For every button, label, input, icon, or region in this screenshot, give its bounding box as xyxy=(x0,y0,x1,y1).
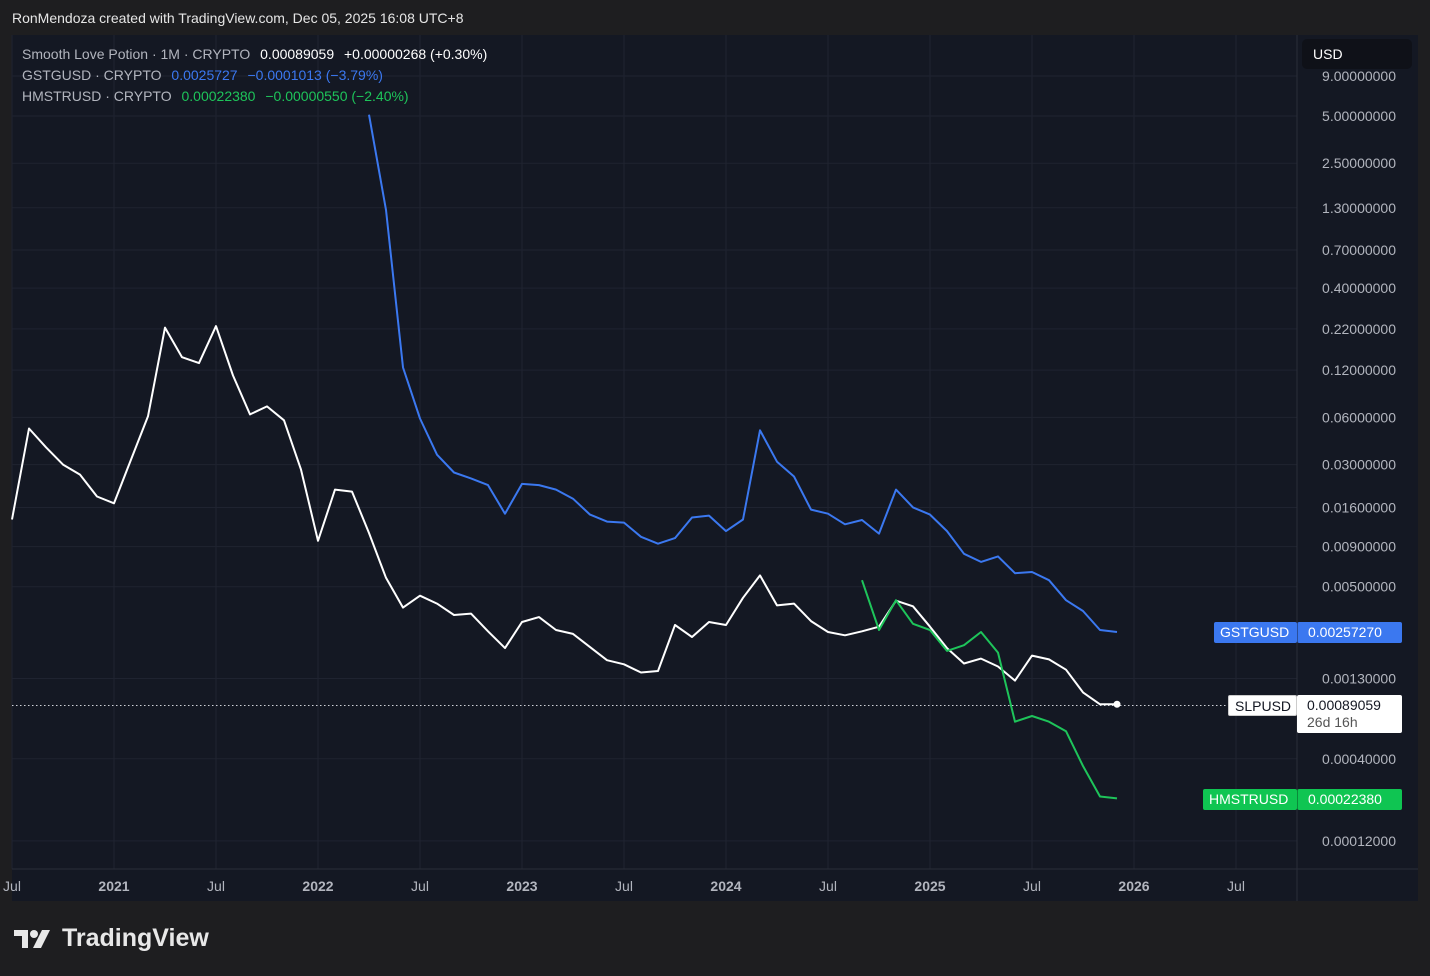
hmstr-price-badge: 0.00022380 xyxy=(1297,789,1402,810)
x-tick-label: 2024 xyxy=(710,878,741,894)
legend-change: −0.0001013 (−3.79%) xyxy=(247,67,383,83)
y-tick-label: 9.00000000 xyxy=(1322,68,1396,84)
x-tick-label: 2022 xyxy=(302,878,333,894)
gst-symbol-badge: GSTGUSD xyxy=(1214,622,1297,643)
slp-symbol-badge: SLPUSD xyxy=(1228,695,1297,716)
y-tick-label: 1.30000000 xyxy=(1322,200,1396,216)
legend-row-gst[interactable]: GSTGUSD · CRYPTO 0.0025727 −0.0001013 (−… xyxy=(22,65,493,86)
slp-price: 0.00089059 xyxy=(1307,697,1381,713)
x-tick-label: 2025 xyxy=(914,878,945,894)
slp-price-badge: 0.00089059 26d 16h xyxy=(1297,695,1402,733)
y-tick-label: 0.03000000 xyxy=(1322,457,1396,473)
x-tick-label: 2026 xyxy=(1118,878,1149,894)
y-tick-label: 0.22000000 xyxy=(1322,321,1396,337)
tradingview-logo[interactable]: TradingView xyxy=(14,924,209,953)
x-tick-label: 2023 xyxy=(506,878,537,894)
y-tick-label: 0.70000000 xyxy=(1322,242,1396,258)
y-tick-label: 0.00900000 xyxy=(1322,539,1396,555)
y-tick-label: 0.00040000 xyxy=(1322,751,1396,767)
y-tick-label: 5.00000000 xyxy=(1322,108,1396,124)
tradingview-logo-icon xyxy=(14,929,50,948)
legend-change: −0.00000550 (−2.40%) xyxy=(265,88,409,104)
legend-row-hmstr[interactable]: HMSTRUSD · CRYPTO 0.00022380 −0.00000550… xyxy=(22,86,493,107)
attribution-text: RonMendoza created with TradingView.com,… xyxy=(12,10,464,26)
x-tick-label: Jul xyxy=(411,878,429,894)
y-tick-label: 0.00130000 xyxy=(1322,670,1396,686)
slp-countdown: 26d 16h xyxy=(1307,714,1358,730)
y-tick-label: 0.00012000 xyxy=(1322,833,1396,849)
x-tick-label: Jul xyxy=(3,878,21,894)
x-tick-label: Jul xyxy=(819,878,837,894)
x-tick-label: Jul xyxy=(615,878,633,894)
x-tick-label: Jul xyxy=(1227,878,1245,894)
logo-text: TradingView xyxy=(62,924,209,952)
series-line-hmstrusd xyxy=(861,579,1118,800)
last-price-marker xyxy=(1113,700,1121,708)
legend-name: Smooth Love Potion · 1M · CRYPTO xyxy=(22,46,251,62)
hmstr-symbol-badge: HMSTRUSD xyxy=(1203,789,1297,810)
y-tick-label: 0.12000000 xyxy=(1322,362,1396,378)
y-tick-label: 2.50000000 xyxy=(1322,155,1396,171)
chart-pane[interactable] xyxy=(12,35,1418,901)
y-tick-label: 0.00500000 xyxy=(1322,579,1396,595)
y-tick-label: 0.01600000 xyxy=(1322,499,1396,515)
currency-button[interactable]: USD xyxy=(1302,39,1412,69)
series-line-slpusd xyxy=(11,325,1117,706)
x-tick-label: Jul xyxy=(207,878,225,894)
legend-change: +0.00000268 (+0.30%) xyxy=(344,46,488,62)
x-tick-label: Jul xyxy=(1023,878,1041,894)
gst-price-badge: 0.00257270 xyxy=(1297,622,1402,643)
legend-value: 0.00089059 xyxy=(260,46,335,62)
legend: Smooth Love Potion · 1M · CRYPTO 0.00089… xyxy=(22,44,493,107)
legend-name: HMSTRUSD · CRYPTO xyxy=(22,88,172,104)
legend-name: GSTGUSD · CRYPTO xyxy=(22,67,162,83)
y-tick-label: 0.06000000 xyxy=(1322,409,1396,425)
legend-value: 0.00022380 xyxy=(181,88,256,104)
legend-row-slp[interactable]: Smooth Love Potion · 1M · CRYPTO 0.00089… xyxy=(22,44,493,65)
x-tick-label: 2021 xyxy=(98,878,129,894)
legend-value: 0.0025727 xyxy=(171,67,238,83)
y-tick-label: 0.40000000 xyxy=(1322,280,1396,296)
series-line-gstgusd xyxy=(368,114,1118,633)
